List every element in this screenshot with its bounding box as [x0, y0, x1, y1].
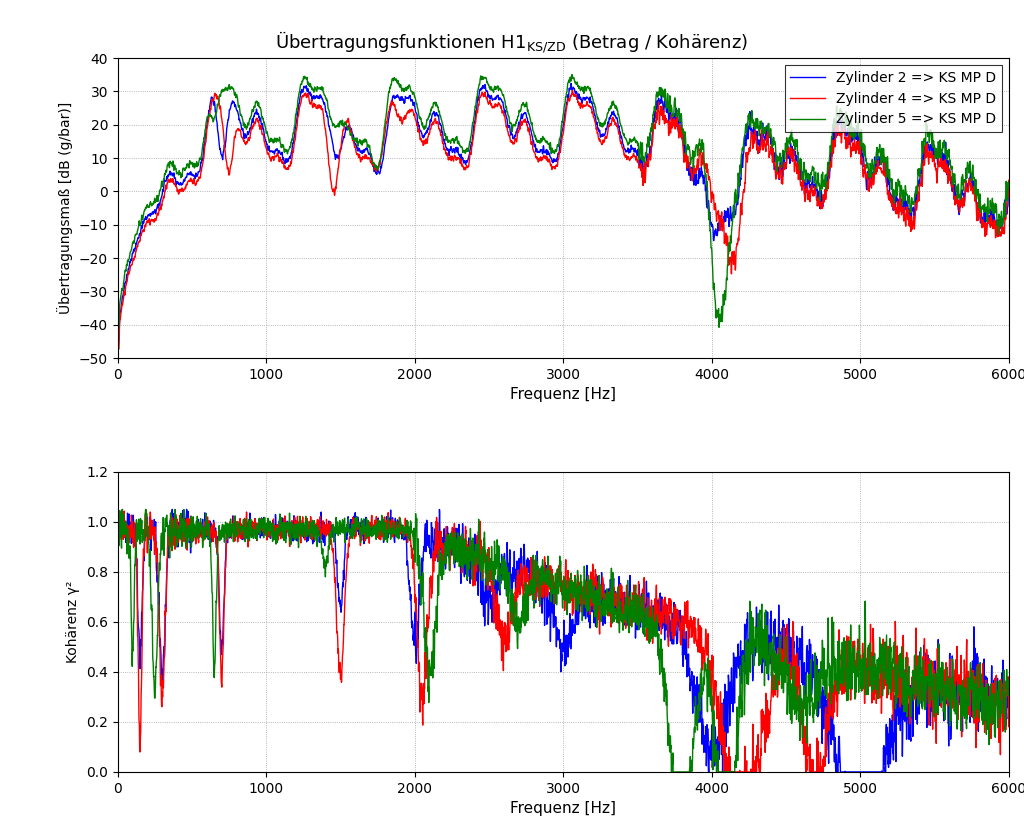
- Zylinder 2 => KS MP D: [485, 94, 498, 104]
- Text: Übertragungsfunktionen H1$_{\mathregular{KS/ZD}}$ (Betrag / Kohärenz): Übertragungsfunktionen H1$_{\mathregular…: [275, 29, 749, 55]
- Line: Zylinder 2 => KS MP D: Zylinder 2 => KS MP D: [118, 84, 1009, 340]
- X-axis label: Frequenz [Hz]: Frequenz [Hz]: [510, 801, 616, 816]
- Zylinder 5 => KS MP D: [976, 202, 988, 212]
- Zylinder 5 => KS MP D: [1002, 183, 1015, 193]
- Y-axis label: Kohärenz γ²: Kohärenz γ²: [67, 581, 81, 663]
- Zylinder 4 => KS MP D: [1002, 175, 1015, 185]
- Zylinder 4 => KS MP D: [975, 218, 987, 228]
- Zylinder 4 => KS MP D: [931, 174, 943, 184]
- Zylinder 4 => KS MP D: [535, 154, 547, 164]
- Zylinder 2 => KS MP D: [535, 146, 547, 156]
- Zylinder 4 => KS MP D: [112, 344, 124, 354]
- Zylinder 4 => KS MP D: [566, 85, 579, 95]
- Zylinder 5 => KS MP D: [931, 154, 943, 164]
- Zylinder 2 => KS MP D: [931, 150, 943, 160]
- Zylinder 2 => KS MP D: [759, 133, 771, 143]
- Zylinder 5 => KS MP D: [112, 327, 124, 337]
- Zylinder 5 => KS MP D: [566, 70, 579, 80]
- Zylinder 4 => KS MP D: [485, 103, 498, 113]
- Line: Zylinder 5 => KS MP D: Zylinder 5 => KS MP D: [118, 75, 1009, 332]
- Zylinder 2 => KS MP D: [1002, 179, 1015, 189]
- Zylinder 5 => KS MP D: [494, 84, 506, 94]
- Y-axis label: Übertragungsmaß [dB (g/bar)]: Übertragungsmaß [dB (g/bar)]: [57, 102, 74, 315]
- Line: Zylinder 4 => KS MP D: Zylinder 4 => KS MP D: [118, 90, 1009, 349]
- Zylinder 5 => KS MP D: [759, 123, 771, 133]
- Zylinder 2 => KS MP D: [493, 95, 505, 105]
- Zylinder 4 => KS MP D: [759, 142, 771, 152]
- Zylinder 5 => KS MP D: [536, 136, 548, 146]
- Zylinder 2 => KS MP D: [112, 335, 124, 345]
- Zylinder 5 => KS MP D: [112, 327, 124, 337]
- Zylinder 2 => KS MP D: [565, 79, 578, 89]
- Zylinder 4 => KS MP D: [493, 99, 505, 109]
- Zylinder 5 => KS MP D: [486, 85, 499, 95]
- X-axis label: Frequenz [Hz]: Frequenz [Hz]: [510, 388, 616, 403]
- Zylinder 2 => KS MP D: [975, 210, 987, 220]
- Legend: Zylinder 2 => KS MP D, Zylinder 4 => KS MP D, Zylinder 5 => KS MP D: Zylinder 2 => KS MP D, Zylinder 4 => KS …: [784, 65, 1001, 132]
